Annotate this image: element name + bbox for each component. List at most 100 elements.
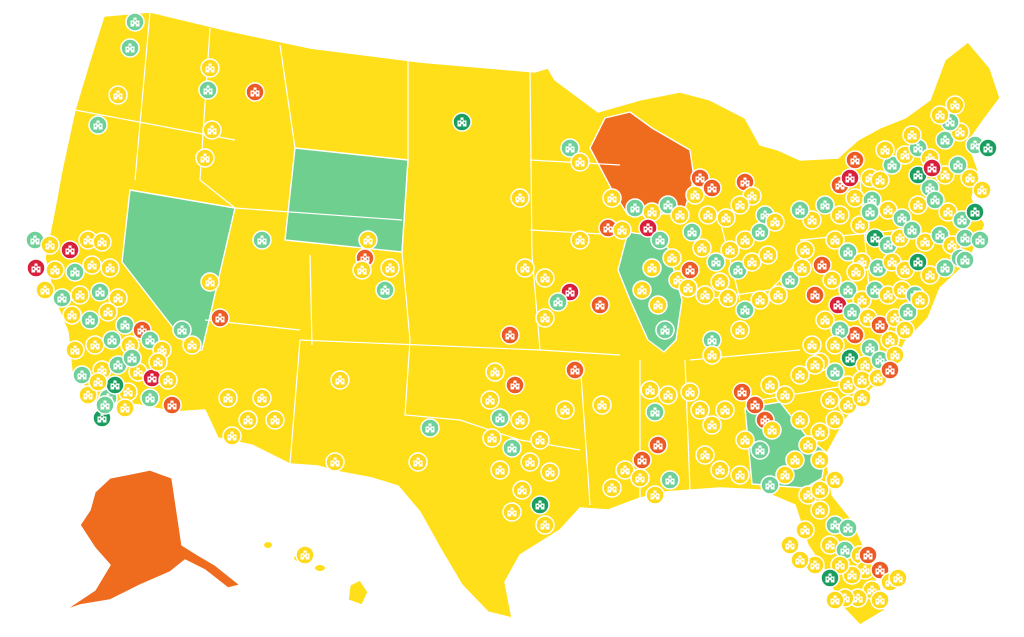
hospital-marker-yellow[interactable] xyxy=(502,502,522,522)
hospital-marker-yellow[interactable] xyxy=(790,365,810,385)
hospital-marker-yellow[interactable] xyxy=(895,320,915,340)
hospital-marker-yellow[interactable] xyxy=(888,568,908,588)
hospital-marker-yellow[interactable] xyxy=(520,452,540,472)
hospital-marker-lightgreen[interactable] xyxy=(902,220,922,240)
hospital-marker-yellow[interactable] xyxy=(695,285,715,305)
hospital-marker-lightgreen[interactable] xyxy=(198,80,218,100)
hospital-marker-yellow[interactable] xyxy=(825,230,845,250)
hospital-marker-yellow[interactable] xyxy=(902,125,922,145)
hospital-marker-lightgreen[interactable] xyxy=(115,315,135,335)
hospital-marker-yellow[interactable] xyxy=(762,420,782,440)
hospital-marker-yellow[interactable] xyxy=(70,285,90,305)
hospital-marker-red[interactable] xyxy=(840,168,860,188)
hospital-marker-yellow[interactable] xyxy=(825,335,845,355)
hospital-marker-yellow[interactable] xyxy=(815,310,835,330)
hospital-marker-yellow[interactable] xyxy=(810,480,830,500)
hospital-marker-yellow[interactable] xyxy=(730,320,750,340)
hospital-marker-yellow[interactable] xyxy=(670,205,690,225)
hospital-marker-yellow[interactable] xyxy=(930,105,950,125)
hospital-marker-orange[interactable] xyxy=(162,395,182,415)
hospital-marker-yellow[interactable] xyxy=(238,410,258,430)
hospital-marker-orange[interactable] xyxy=(500,325,520,345)
hospital-marker-lightgreen[interactable] xyxy=(750,222,770,242)
hospital-marker-yellow[interactable] xyxy=(612,220,632,240)
hospital-marker-yellow[interactable] xyxy=(825,410,845,430)
hospital-marker-lightgreen[interactable] xyxy=(140,388,160,408)
hospital-marker-yellow[interactable] xyxy=(358,230,378,250)
hospital-marker-yellow[interactable] xyxy=(875,140,895,160)
hospital-marker-lightgreen[interactable] xyxy=(706,252,726,272)
hospital-marker-yellow[interactable] xyxy=(325,452,345,472)
hospital-marker-yellow[interactable] xyxy=(632,280,652,300)
hospital-marker-yellow[interactable] xyxy=(88,372,108,392)
hospital-marker-yellow[interactable] xyxy=(852,388,872,408)
hospital-marker-darkgreen[interactable] xyxy=(530,495,550,515)
hospital-marker-yellow[interactable] xyxy=(678,278,698,298)
hospital-marker-lightgreen[interactable] xyxy=(120,38,140,58)
hospital-marker-yellow[interactable] xyxy=(222,426,242,446)
hospital-marker-yellow[interactable] xyxy=(785,450,805,470)
hospital-marker-yellow[interactable] xyxy=(40,235,60,255)
hospital-marker-yellow[interactable] xyxy=(730,465,750,485)
hospital-marker-yellow[interactable] xyxy=(698,205,718,225)
hospital-marker-yellow[interactable] xyxy=(630,468,650,488)
hospital-marker-yellow[interactable] xyxy=(570,230,590,250)
hospital-marker-yellow[interactable] xyxy=(850,215,870,235)
hospital-marker-lightgreen[interactable] xyxy=(935,130,955,150)
hospital-marker-orange[interactable] xyxy=(880,360,900,380)
hospital-marker-yellow[interactable] xyxy=(640,380,660,400)
hospital-marker-darkgreen[interactable] xyxy=(965,202,985,222)
hospital-marker-yellow[interactable] xyxy=(535,268,555,288)
hospital-marker-lightgreen[interactable] xyxy=(122,348,142,368)
hospital-marker-yellow[interactable] xyxy=(482,428,502,448)
hospital-marker-lightgreen[interactable] xyxy=(90,282,110,302)
hospital-marker-yellow[interactable] xyxy=(780,535,800,555)
hospital-marker-yellow[interactable] xyxy=(662,248,682,268)
hospital-marker-yellow[interactable] xyxy=(870,170,890,190)
hospital-marker-yellow[interactable] xyxy=(200,58,220,78)
hospital-marker-lightgreen[interactable] xyxy=(682,222,702,242)
hospital-marker-yellow[interactable] xyxy=(702,345,722,365)
hospital-marker-orange[interactable] xyxy=(505,375,525,395)
hospital-marker-lightgreen[interactable] xyxy=(490,408,510,428)
hospital-marker-yellow[interactable] xyxy=(685,185,705,205)
hospital-marker-orange[interactable] xyxy=(565,360,585,380)
hospital-marker-lightgreen[interactable] xyxy=(790,200,810,220)
hospital-marker-lightgreen[interactable] xyxy=(645,402,665,422)
hospital-marker-yellow[interactable] xyxy=(535,515,555,535)
hospital-marker-yellow[interactable] xyxy=(100,258,120,278)
hospital-marker-yellow[interactable] xyxy=(795,240,815,260)
hospital-marker-yellow[interactable] xyxy=(680,382,700,402)
hospital-marker-yellow[interactable] xyxy=(148,352,168,372)
hospital-marker-lightgreen[interactable] xyxy=(760,475,780,495)
hospital-marker-lightgreen[interactable] xyxy=(860,202,880,222)
hospital-marker-lightgreen[interactable] xyxy=(102,330,122,350)
hospital-marker-orange[interactable] xyxy=(632,450,652,470)
hospital-marker-yellow[interactable] xyxy=(830,205,850,225)
hospital-marker-yellow[interactable] xyxy=(108,288,128,308)
hospital-marker-lightgreen[interactable] xyxy=(95,395,115,415)
hospital-marker-orange[interactable] xyxy=(210,308,230,328)
hospital-marker-lightgreen[interactable] xyxy=(660,470,680,490)
hospital-marker-yellow[interactable] xyxy=(742,252,762,272)
hospital-marker-lightgreen[interactable] xyxy=(52,288,72,308)
hospital-marker-orange[interactable] xyxy=(732,382,752,402)
hospital-marker-yellow[interactable] xyxy=(846,262,866,282)
hospital-marker-orange[interactable] xyxy=(745,395,765,415)
hospital-marker-yellow[interactable] xyxy=(515,258,535,278)
hospital-marker-lightgreen[interactable] xyxy=(838,280,858,300)
hospital-marker-yellow[interactable] xyxy=(78,385,98,405)
state-alaska[interactable] xyxy=(64,469,241,611)
hospital-marker-lightgreen[interactable] xyxy=(838,518,858,538)
hospital-marker-yellow[interactable] xyxy=(960,168,980,188)
hospital-marker-lightgreen[interactable] xyxy=(750,440,770,460)
hospital-marker-lightgreen[interactable] xyxy=(780,270,800,290)
hospital-marker-yellow[interactable] xyxy=(158,370,178,390)
hospital-marker-orange[interactable] xyxy=(680,260,700,280)
hospital-marker-lightgreen[interactable] xyxy=(825,362,845,382)
hospital-marker-yellow[interactable] xyxy=(972,180,992,200)
hospital-marker-yellow[interactable] xyxy=(512,480,532,500)
hospital-marker-yellow[interactable] xyxy=(758,245,778,265)
hospital-marker-lightgreen[interactable] xyxy=(548,292,568,312)
hospital-marker-yellow[interactable] xyxy=(810,450,830,470)
